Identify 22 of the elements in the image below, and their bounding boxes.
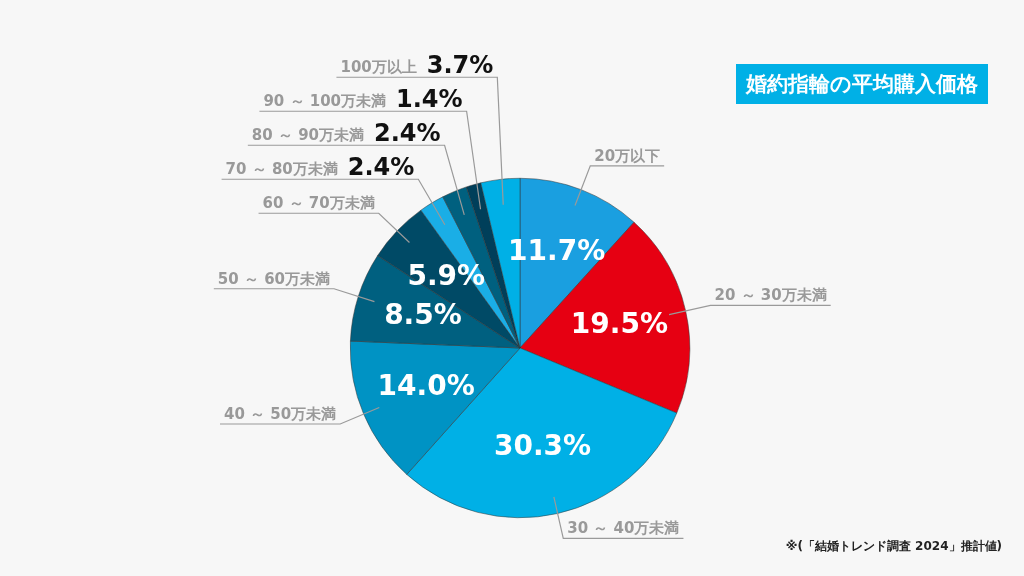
slice-label: 30 ～ 40万未満 [567,519,680,538]
slice-label: 20万以下 [594,146,661,165]
data-label: 3.7% [426,51,494,80]
data-label: 8.5% [384,298,462,332]
slice-label: 80 ～ 90万未満 [251,126,365,145]
text: ※(「結婚トレンド調査 2024」推計値) [785,538,1002,555]
data-label: 30.3% [494,428,592,462]
data-label: 5.9% [407,258,486,292]
data-label: 1.4% [396,85,463,114]
slice-label: 90 ～ 100万未満 [263,92,387,111]
data-label: 19.5% [570,307,668,341]
data-label: 14.0% [377,368,475,402]
slice-label: 60 ～ 70万未満 [262,194,375,213]
slice-label: 40 ～ 50万未満 [223,404,337,423]
slice-label: 20 ～ 30万未満 [714,286,827,305]
data-label: 2.4% [374,119,441,148]
text: 婚約指輪の平均購入価格 [736,64,988,104]
data-label: 2.4% [347,153,415,182]
slice-label: 70 ～ 80万未満 [225,160,338,179]
data-label: 11.7% [508,234,606,268]
slice-label: 100万以上 [340,58,417,77]
slice-label: 50 ～ 60万未満 [217,269,331,288]
